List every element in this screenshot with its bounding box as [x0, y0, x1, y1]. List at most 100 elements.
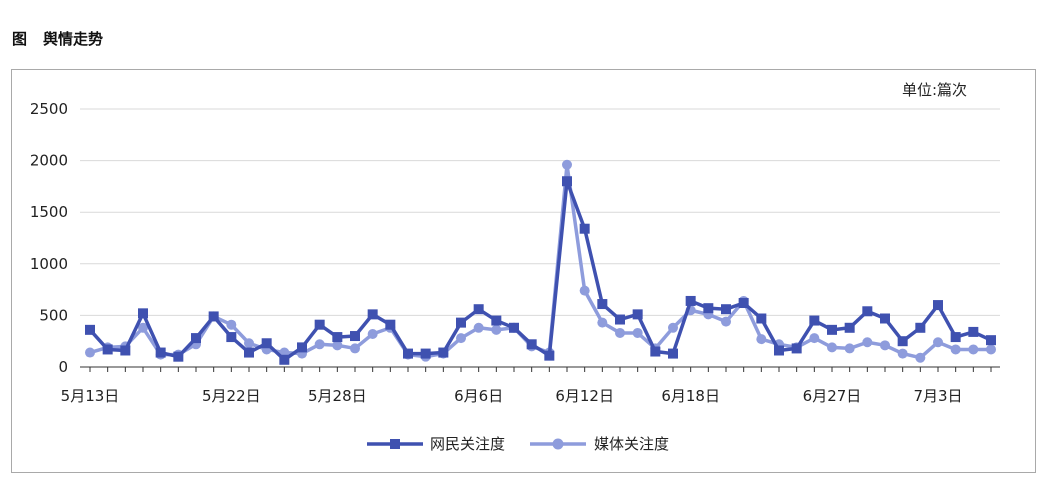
y-tick-label: 1500 [30, 203, 68, 221]
x-tick-label: 5月13日 [61, 387, 120, 405]
legend-marker [390, 439, 400, 449]
x-tick-label: 6月12日 [555, 387, 614, 405]
y-tick-label: 1000 [30, 255, 68, 273]
data-point [350, 343, 360, 354]
legend-marker [552, 438, 564, 450]
data-point [385, 319, 396, 330]
data-point [774, 345, 784, 356]
data-point [473, 322, 484, 333]
data-point [579, 223, 590, 234]
data-point [85, 324, 95, 335]
data-point [173, 351, 184, 362]
legend: 网民关注度 媒体关注度 [367, 435, 669, 453]
data-point [226, 319, 237, 330]
data-point [544, 350, 555, 361]
legend-label: 媒体关注度 [594, 435, 669, 453]
data-point [933, 300, 943, 311]
data-point [915, 352, 926, 363]
data-point [456, 333, 466, 344]
data-point [403, 348, 413, 359]
data-point [915, 322, 926, 333]
data-point [138, 308, 148, 319]
data-point [120, 345, 131, 356]
data-point [261, 338, 272, 349]
data-point [880, 313, 890, 324]
data-point [244, 338, 254, 349]
series-line [88, 179, 992, 362]
data-point [332, 332, 343, 343]
data-point [862, 306, 873, 317]
data-point [562, 176, 572, 187]
data-point [562, 159, 572, 170]
x-tick-label: 7月3日 [913, 387, 962, 405]
data-point [526, 339, 537, 350]
data-point [85, 347, 95, 358]
data-point [509, 322, 519, 333]
y-tick-label: 2000 [30, 152, 68, 170]
data-point [208, 311, 219, 322]
data-point [862, 337, 873, 348]
x-tick-label: 5月28日 [308, 387, 367, 405]
x-tick-label: 6月6日 [454, 387, 503, 405]
data-point [897, 348, 908, 359]
data-point [933, 337, 943, 348]
data-point [668, 348, 678, 359]
data-point [244, 347, 254, 358]
data-point [721, 304, 731, 315]
data-point [332, 340, 343, 351]
series-layer [85, 159, 996, 365]
data-point [756, 313, 767, 324]
data-point [491, 324, 502, 335]
data-point [844, 343, 855, 354]
data-point [615, 327, 625, 338]
data-point [986, 344, 996, 355]
x-tick-label: 6月18日 [661, 387, 720, 405]
figure-title: 舆情走势 [43, 30, 104, 48]
data-point [632, 327, 643, 338]
x-tick-label: 5月22日 [202, 387, 261, 405]
x-axis: 5月13日 5月22日 5月28日 6月6日 6月12日 6月18日 6月27日 7月3日 [61, 366, 1000, 405]
data-point [756, 334, 767, 345]
data-point [721, 316, 731, 327]
y-tick-label: 500 [39, 306, 68, 324]
x-tick-label: 6月27日 [803, 387, 862, 405]
data-point [880, 340, 890, 351]
data-point [579, 285, 590, 296]
data-point [297, 342, 307, 353]
data-point [950, 344, 961, 355]
data-point [314, 339, 325, 350]
data-point [367, 328, 378, 339]
data-point [279, 354, 290, 365]
data-point [632, 309, 643, 320]
series-media [85, 159, 996, 363]
figure-label: 图 [12, 30, 28, 48]
figure-caption: 图舆情走势 [12, 28, 103, 49]
data-point [138, 322, 148, 333]
data-point [191, 333, 201, 344]
data-point [968, 326, 979, 337]
data-point [844, 322, 855, 333]
data-point [703, 303, 714, 314]
gridlines [80, 108, 1000, 316]
series-netizen [85, 176, 996, 365]
data-point [827, 342, 837, 353]
data-point [314, 319, 325, 330]
data-point [738, 298, 749, 309]
data-point [226, 332, 237, 343]
data-point [809, 333, 820, 344]
data-point [827, 324, 837, 335]
data-point [597, 299, 608, 310]
data-point [650, 346, 661, 357]
data-point [986, 335, 996, 346]
data-point [950, 332, 961, 343]
y-tick-label: 0 [58, 358, 68, 376]
data-point [456, 317, 466, 328]
legend-label: 网民关注度 [430, 435, 505, 453]
data-point [420, 348, 431, 359]
data-point [473, 304, 484, 315]
chart-frame [11, 69, 1036, 473]
data-point [438, 347, 449, 358]
unit-label: 单位:篇次 [902, 81, 967, 99]
data-point [791, 343, 802, 354]
